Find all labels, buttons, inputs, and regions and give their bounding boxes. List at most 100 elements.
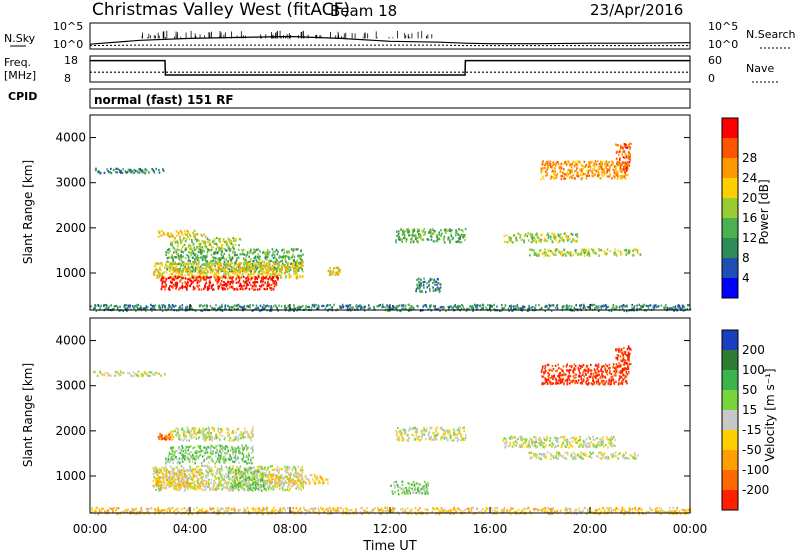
data-cell bbox=[174, 284, 177, 287]
data-cell bbox=[550, 165, 552, 168]
data-cell bbox=[272, 271, 274, 274]
data-cell bbox=[166, 267, 168, 271]
data-cell bbox=[625, 165, 628, 168]
cpid-label: CPID bbox=[8, 90, 37, 103]
data-cell bbox=[268, 253, 270, 256]
data-cell bbox=[190, 281, 193, 284]
data-cell bbox=[202, 267, 204, 270]
data-cell bbox=[195, 433, 197, 436]
data-cell bbox=[211, 284, 213, 287]
data-cell bbox=[567, 169, 570, 172]
data-cell bbox=[588, 161, 590, 164]
data-cell bbox=[272, 253, 275, 256]
data-cell bbox=[219, 448, 222, 451]
power-colorbar-tick-label: 12 bbox=[742, 231, 757, 245]
data-cell bbox=[180, 247, 183, 250]
data-cell bbox=[214, 436, 216, 439]
data-cell bbox=[163, 271, 166, 274]
data-cell bbox=[271, 267, 273, 270]
data-cell bbox=[422, 230, 425, 233]
data-cell bbox=[234, 261, 236, 265]
data-cell bbox=[437, 282, 440, 285]
data-cell bbox=[191, 453, 194, 456]
data-cell bbox=[193, 235, 195, 238]
data-cell bbox=[181, 444, 183, 448]
data-cell bbox=[437, 237, 439, 240]
data-cell bbox=[422, 229, 425, 232]
data-cell bbox=[131, 305, 134, 308]
data-cell bbox=[583, 251, 586, 255]
data-cell bbox=[464, 234, 466, 237]
data-cell bbox=[607, 175, 610, 178]
data-cell bbox=[598, 162, 601, 166]
data-cell bbox=[403, 237, 405, 240]
data-cell bbox=[504, 304, 507, 307]
data-cell bbox=[387, 306, 389, 309]
data-cell bbox=[399, 238, 401, 241]
data-cell bbox=[550, 304, 552, 307]
data-cell bbox=[258, 276, 260, 279]
data-cell bbox=[613, 169, 616, 172]
data-cell bbox=[141, 169, 144, 172]
data-cell bbox=[192, 266, 194, 269]
data-cell bbox=[148, 371, 151, 374]
data-cell bbox=[287, 255, 290, 258]
data-cell bbox=[253, 270, 256, 273]
data-cell bbox=[217, 429, 219, 432]
data-cell bbox=[239, 253, 241, 256]
data-cell bbox=[178, 489, 181, 492]
data-cell bbox=[292, 263, 294, 266]
data-cell bbox=[423, 227, 426, 231]
data-cell bbox=[189, 279, 192, 283]
data-cell bbox=[277, 265, 280, 268]
data-cell bbox=[535, 233, 537, 237]
data-cell bbox=[277, 250, 279, 253]
data-cell bbox=[115, 304, 118, 308]
data-cell bbox=[589, 161, 592, 164]
data-cell bbox=[290, 262, 293, 265]
data-cell bbox=[209, 249, 211, 252]
data-cell bbox=[485, 306, 487, 309]
data-cell bbox=[613, 175, 615, 178]
data-cell bbox=[579, 168, 581, 171]
data-cell bbox=[229, 458, 231, 461]
data-cell bbox=[220, 454, 222, 457]
data-cell bbox=[183, 475, 186, 478]
data-cell bbox=[232, 305, 235, 309]
data-cell bbox=[416, 278, 418, 281]
data-cell bbox=[165, 460, 168, 463]
data-cell bbox=[171, 470, 174, 473]
data-cell bbox=[263, 260, 265, 263]
data-cell bbox=[431, 278, 433, 281]
data-cell bbox=[190, 476, 193, 479]
data-cell bbox=[236, 257, 238, 260]
data-cell bbox=[170, 430, 172, 433]
data-cell bbox=[225, 476, 228, 479]
data-cell bbox=[297, 465, 300, 468]
data-cell bbox=[233, 254, 236, 257]
data-cell bbox=[185, 248, 187, 251]
data-cell bbox=[357, 308, 359, 311]
data-cell bbox=[233, 237, 235, 240]
data-cell bbox=[221, 430, 223, 433]
data-cell bbox=[438, 231, 440, 234]
data-cell bbox=[258, 262, 260, 266]
data-cell bbox=[221, 488, 223, 491]
data-cell bbox=[191, 471, 193, 475]
data-cell bbox=[395, 241, 397, 244]
data-cell bbox=[584, 165, 587, 169]
data-cell bbox=[185, 450, 188, 453]
data-cell bbox=[231, 278, 233, 281]
data-cell bbox=[180, 256, 183, 259]
data-cell bbox=[273, 484, 276, 488]
data-cell bbox=[241, 459, 244, 462]
beam-label: Beam 18 bbox=[330, 2, 397, 20]
data-cell bbox=[218, 247, 220, 250]
data-cell bbox=[226, 431, 229, 435]
data-cell bbox=[426, 238, 429, 241]
data-cell bbox=[305, 305, 307, 308]
data-cell bbox=[177, 267, 179, 271]
data-cell bbox=[230, 259, 232, 262]
data-cell bbox=[241, 275, 243, 278]
data-cell bbox=[235, 458, 238, 461]
